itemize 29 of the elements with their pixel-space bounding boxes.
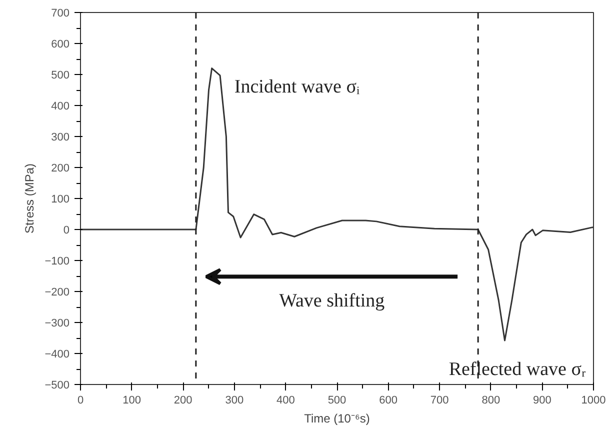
x-tick-label: 400: [276, 394, 295, 406]
x-tick-label: 100: [122, 394, 141, 406]
annotation: Wave shifting: [279, 290, 386, 312]
y-tick-label: 700: [51, 8, 70, 20]
y-tick-label: 300: [51, 132, 70, 144]
y-tick-label: −400: [44, 348, 70, 360]
x-tick-label: 900: [533, 394, 552, 406]
y-tick-label: 400: [51, 100, 70, 112]
y-tick-label: −500: [44, 380, 70, 392]
annotation: Reflected wave σᵣ: [448, 359, 586, 380]
y-tick-label: 500: [51, 70, 70, 82]
x-axis-title: Time (10⁻⁶s): [304, 412, 370, 426]
x-tick-label: 300: [225, 394, 244, 406]
y-axis-title: Stress (MPa): [22, 163, 37, 234]
x-tick-label: 600: [379, 394, 398, 406]
y-tick-label: 100: [51, 194, 70, 206]
x-tick-label: 0: [77, 394, 84, 406]
x-tick-label: 200: [174, 394, 192, 406]
x-tick-label: 700: [430, 394, 449, 406]
x-tick-label: 800: [482, 394, 500, 406]
y-tick-label: 200: [51, 162, 70, 174]
y-tick-label: −300: [44, 318, 70, 330]
y-tick-label: 0: [63, 224, 70, 236]
y-tick-label: 600: [51, 38, 70, 50]
x-tick-label: 1000: [581, 394, 606, 406]
y-tick-label: −200: [44, 286, 70, 298]
x-tick-label: 500: [328, 394, 346, 406]
annotation: Incident wave σᵢ: [234, 76, 360, 98]
y-tick-label: −100: [44, 256, 70, 268]
